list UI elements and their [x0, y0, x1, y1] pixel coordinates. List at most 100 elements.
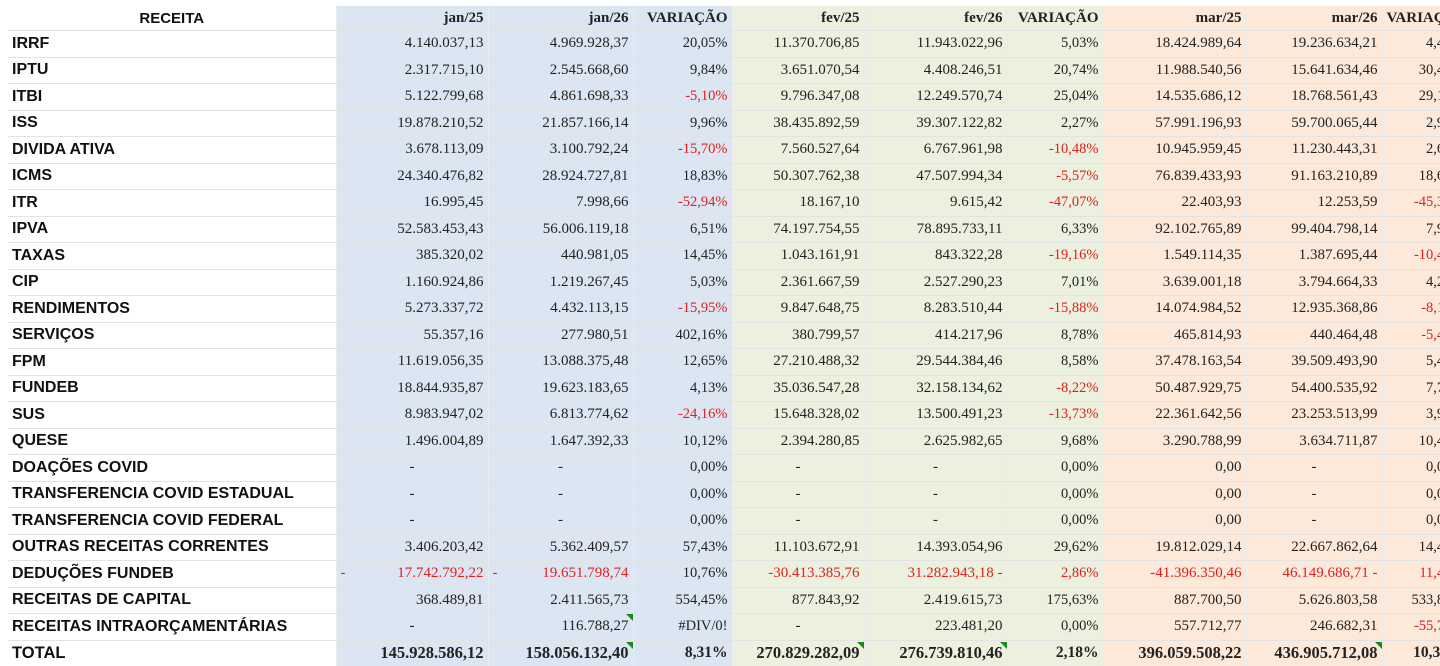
cell-mar25: 557.712,77	[1103, 614, 1246, 641]
cell-jan26: 28.924.727,81	[488, 163, 633, 190]
cell-jan25: 16.995,45	[336, 190, 488, 217]
cell-value: 2.361.667,59	[781, 274, 860, 290]
cell-value: 74.197.754,55	[773, 221, 859, 237]
cell-mar26: 91.163.210,89	[1246, 163, 1382, 190]
cell-mar25: 57.991.196,93	[1103, 110, 1246, 137]
cell-variacao-mar: 3,99%	[1382, 402, 1440, 429]
cell-value: 2,27%	[1061, 115, 1098, 131]
cell-value: 0,00	[1215, 459, 1241, 475]
cell-variacao-jan: 6,51%	[633, 216, 732, 243]
cell-mar25: 22.361.642,56	[1103, 402, 1246, 429]
cell-jan26: 56.006.119,18	[488, 216, 633, 243]
cell-value: 436.905.712,08	[1274, 643, 1377, 662]
cell-value: 18.768.561,43	[1291, 88, 1377, 104]
cell-fev25: 877.843,92	[732, 587, 864, 614]
cell-value: 4,13%	[690, 380, 727, 396]
cell-fev25: 9.847.648,75	[732, 296, 864, 323]
cell-value: 887.700,50	[1174, 592, 1242, 608]
cell-fev25: 15.648.328,02	[732, 402, 864, 429]
cell-mar25: 1.549.114,35	[1103, 243, 1246, 270]
cell-fev25: 270.829.282,09	[732, 640, 864, 666]
cell-mar25: 50.487.929,75	[1103, 375, 1246, 402]
cell-fev26: 2.625.982,65	[864, 428, 1007, 455]
row-label: TOTAL	[8, 640, 336, 666]
cell-variacao-jan: 0,00%	[633, 455, 732, 482]
cell-jan25: 5.122.799,68	[336, 84, 488, 111]
cell-value: -	[410, 459, 415, 475]
cell-value: 877.843,92	[792, 592, 860, 608]
cell-variacao-mar: 10,45%	[1382, 428, 1440, 455]
cell-value: 2.625.982,65	[924, 433, 1003, 449]
cell-value: 29.544.384,46	[916, 353, 1002, 369]
cell-variacao-mar: -10,42%	[1382, 243, 1440, 270]
cell-value: 22.361.642,56	[1155, 406, 1241, 422]
cell-variacao-fev: 175,63%	[1007, 587, 1103, 614]
cell-mar25: 0,00	[1103, 508, 1246, 535]
cell-variacao-fev: -5,57%	[1007, 163, 1103, 190]
table-row: DOAÇÕES COVID--0,00%--0,00%0,00-0,00%	[8, 455, 1440, 482]
cell-variacao-fev: 20,74%	[1007, 57, 1103, 84]
cell-value: 3.100.792,24	[550, 141, 629, 157]
header-row: RECEITA jan/25 jan/26 VARIAÇÃO fev/25 fe…	[8, 6, 1440, 31]
cell-fev26: 2.527.290,23	[864, 269, 1007, 296]
cell-mar26: 440.464,48	[1246, 322, 1382, 349]
cell-value: 0,00%	[690, 459, 727, 475]
cell-jan25: 52.583.453,43	[336, 216, 488, 243]
cell-value: 52.583.453,43	[397, 221, 483, 237]
cell-value: -	[796, 512, 801, 528]
cell-value: 1.647.392,33	[550, 433, 629, 449]
cell-value: 4,28%	[1426, 274, 1440, 290]
cell-value: 9,68%	[1061, 433, 1098, 449]
cell-variacao-jan: 5,03%	[633, 269, 732, 296]
cell-value: -	[410, 486, 415, 502]
cell-mar25: 3.290.788,99	[1103, 428, 1246, 455]
cell-value: 2.411.565,73	[550, 592, 628, 608]
cell-value: 19.236.634,21	[1291, 35, 1377, 51]
cell-value: 3.651.070,54	[781, 62, 860, 78]
cell-fev25: 3.651.070,54	[732, 57, 864, 84]
cell-value: 6.767.961,98	[924, 141, 1003, 157]
cell-mar26: 1.387.695,44	[1246, 243, 1382, 270]
cell-fev25: 50.307.762,38	[732, 163, 864, 190]
cell-value: 20,05%	[683, 35, 728, 51]
cell-variacao-jan: 8,31%	[633, 640, 732, 666]
cell-variacao-fev: 29,62%	[1007, 534, 1103, 561]
cell-value: -45,31%	[1414, 194, 1440, 210]
cell-value: 13.088.375,48	[542, 353, 628, 369]
cell-value: 3.634.711,87	[1299, 433, 1377, 449]
cell-value: 10,45%	[1419, 433, 1440, 449]
cell-jan26: -	[488, 508, 633, 535]
cell-value: -	[558, 512, 563, 528]
cell-value: 5,03%	[1061, 35, 1098, 51]
cell-value: 24.340.476,82	[397, 168, 483, 184]
cell-variacao-mar: 18,64%	[1382, 163, 1440, 190]
cell-value: 0,00	[1215, 512, 1241, 528]
cell-mar26: 3.634.711,87	[1246, 428, 1382, 455]
row-label: QUESE	[8, 428, 336, 455]
cell-variacao-jan: 4,13%	[633, 375, 732, 402]
cell-value: -	[933, 512, 938, 528]
cell-value: 0,00%	[1061, 512, 1098, 528]
cell-fev26: -	[864, 455, 1007, 482]
cell-mar25: -41.396.350,46	[1103, 561, 1246, 588]
cell-jan25: -	[336, 481, 488, 508]
row-label: ISS	[8, 110, 336, 137]
cell-variacao-jan: -24,16%	[633, 402, 732, 429]
cell-variacao-mar: -45,31%	[1382, 190, 1440, 217]
cell-variacao-jan: 9,96%	[633, 110, 732, 137]
cell-value: 246.682,31	[1310, 618, 1378, 634]
cell-jan25: -17.742.792,22	[336, 561, 488, 588]
cell-value: 2,95%	[1426, 115, 1440, 131]
cell-value: -	[933, 486, 938, 502]
cell-jan25: 385.320,02	[336, 243, 488, 270]
cell-value: 2.419.615,73	[924, 592, 1003, 608]
header-variacao-fev: VARIAÇÃO	[1007, 6, 1103, 31]
cell-jan25: 5.273.337,72	[336, 296, 488, 323]
cell-variacao-jan: 14,45%	[633, 243, 732, 270]
cell-value: 15.641.634,46	[1291, 62, 1377, 78]
